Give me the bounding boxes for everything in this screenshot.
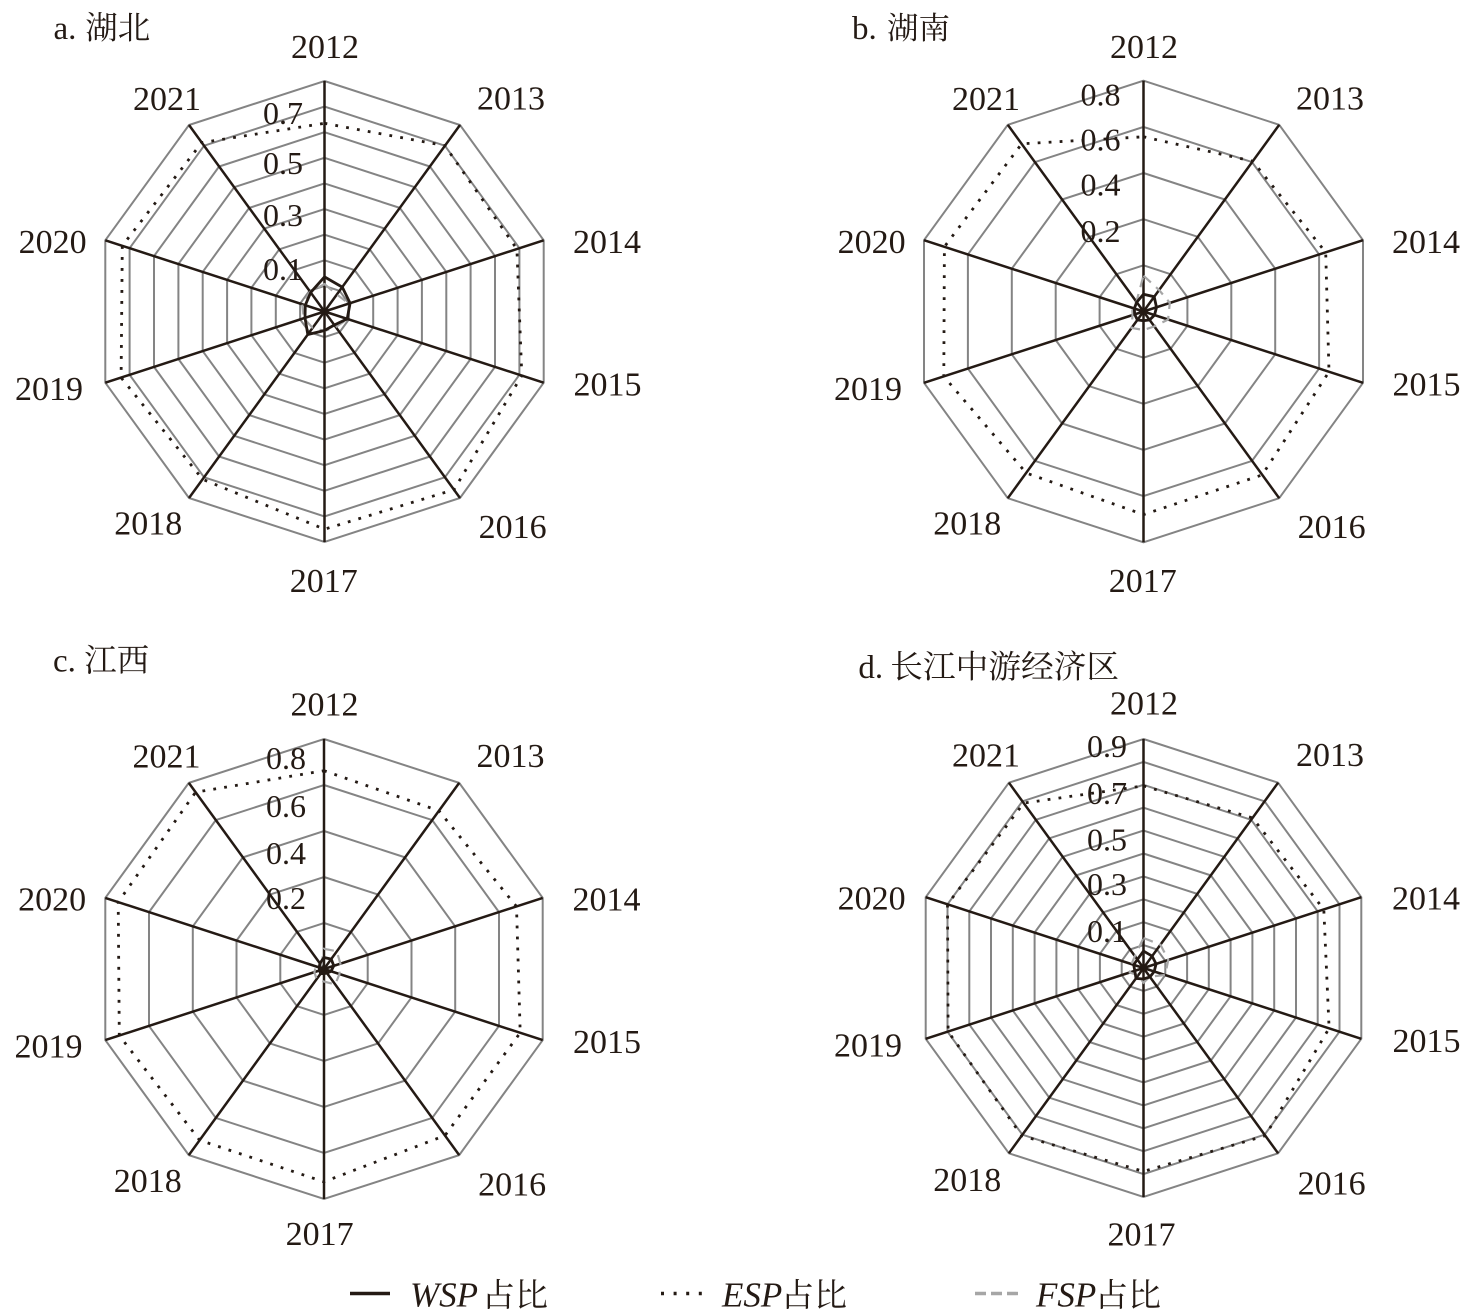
svg-text:2014: 2014: [1392, 224, 1460, 261]
svg-text:2015: 2015: [1393, 1023, 1461, 1060]
svg-text:2021: 2021: [952, 738, 1020, 775]
svg-text:0.9: 0.9: [1087, 728, 1127, 764]
svg-text:2013: 2013: [1296, 737, 1364, 774]
svg-text:2012: 2012: [291, 686, 359, 723]
svg-text:2015: 2015: [574, 366, 642, 403]
svg-text:c.: c.: [53, 644, 76, 680]
svg-text:2016: 2016: [1298, 1165, 1366, 1202]
svg-text:2019: 2019: [15, 1028, 83, 1065]
svg-text:2016: 2016: [1298, 509, 1366, 546]
svg-text:0.7: 0.7: [263, 95, 303, 131]
svg-text:2014: 2014: [573, 224, 641, 261]
svg-text:2016: 2016: [478, 1166, 546, 1203]
svg-text:2017: 2017: [1109, 563, 1177, 600]
svg-text:0.3: 0.3: [1087, 866, 1127, 902]
svg-text:2020: 2020: [18, 882, 86, 919]
svg-text:FSP: FSP: [1035, 1276, 1096, 1315]
svg-text:2014: 2014: [1392, 880, 1460, 917]
svg-text:WSP: WSP: [410, 1276, 478, 1315]
svg-text:2019: 2019: [834, 371, 902, 408]
svg-text:2016: 2016: [479, 509, 547, 546]
svg-text:2012: 2012: [1110, 685, 1178, 722]
svg-text:2021: 2021: [133, 739, 201, 776]
svg-text:2021: 2021: [133, 81, 201, 118]
svg-text:0.4: 0.4: [266, 835, 306, 871]
svg-text:2018: 2018: [933, 1162, 1001, 1199]
svg-text:b.: b.: [852, 11, 877, 47]
svg-text:0.5: 0.5: [263, 145, 303, 181]
svg-text:2018: 2018: [933, 506, 1001, 543]
svg-text:2019: 2019: [834, 1027, 902, 1064]
svg-text:0.5: 0.5: [1087, 822, 1127, 858]
svg-text:0.7: 0.7: [1087, 775, 1127, 811]
svg-text:2015: 2015: [1393, 366, 1461, 403]
svg-text:2013: 2013: [1296, 80, 1364, 117]
svg-text:2012: 2012: [1110, 29, 1178, 66]
svg-text:2015: 2015: [573, 1024, 641, 1061]
svg-text:2013: 2013: [477, 738, 545, 775]
svg-text:2017: 2017: [290, 563, 358, 600]
svg-text:0.6: 0.6: [266, 788, 306, 824]
svg-text:0.2: 0.2: [1081, 213, 1121, 249]
svg-text:2012: 2012: [291, 29, 359, 66]
svg-text:0.3: 0.3: [263, 197, 303, 233]
svg-text:2018: 2018: [114, 1163, 182, 1200]
svg-text:2018: 2018: [114, 506, 182, 543]
svg-text:0.8: 0.8: [266, 740, 306, 776]
svg-text:2020: 2020: [838, 224, 906, 261]
svg-text:0.6: 0.6: [1081, 122, 1121, 158]
svg-text:2019: 2019: [15, 371, 83, 408]
svg-text:0.1: 0.1: [1087, 913, 1127, 949]
svg-text:2017: 2017: [286, 1216, 354, 1253]
svg-text:2014: 2014: [573, 881, 641, 918]
svg-text:2020: 2020: [838, 881, 906, 918]
svg-text:0.2: 0.2: [266, 880, 306, 916]
svg-text:2013: 2013: [477, 80, 545, 117]
svg-text:0.1: 0.1: [263, 251, 303, 287]
svg-text:2017: 2017: [1108, 1216, 1176, 1253]
svg-text:d.: d.: [858, 650, 883, 686]
svg-text:2020: 2020: [19, 224, 87, 261]
svg-text:a.: a.: [54, 11, 77, 47]
svg-text:2021: 2021: [952, 81, 1020, 118]
svg-text:ESP: ESP: [721, 1276, 782, 1315]
svg-text:0.8: 0.8: [1081, 77, 1121, 113]
svg-text:0.4: 0.4: [1081, 167, 1121, 203]
